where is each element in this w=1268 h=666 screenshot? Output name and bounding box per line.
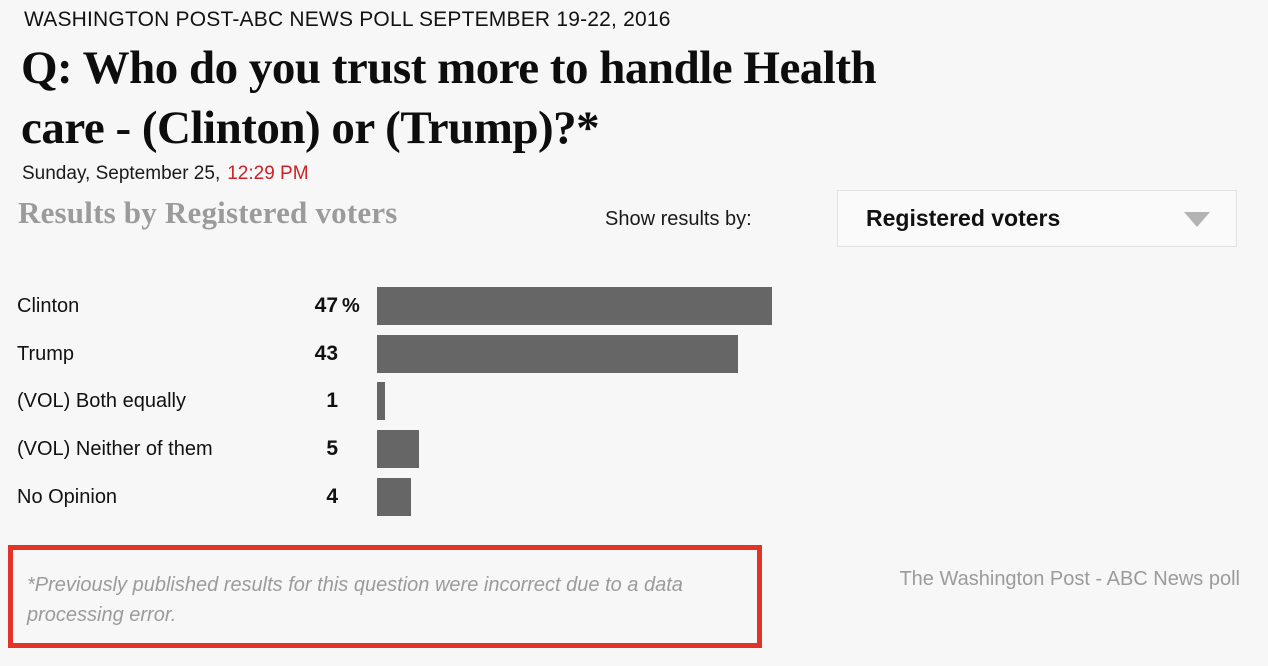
value-suffix	[338, 430, 362, 468]
chart-row: Trump 43	[17, 334, 1251, 373]
bar	[377, 382, 386, 421]
category-label: No Opinion	[17, 485, 118, 508]
question-line-2: care - (Clinton) or (Trump)?*	[21, 102, 600, 154]
value-suffix	[338, 335, 362, 373]
bar	[377, 430, 419, 469]
footnote-highlight-box: *Previously published results for this q…	[8, 545, 762, 648]
value-suffix	[338, 382, 362, 420]
results-heading: Results by Registered voters	[18, 195, 398, 230]
value-suffix: %	[342, 295, 360, 317]
chart-row: No Opinion 4	[17, 477, 1251, 516]
dateline-date: Sunday, September 25,	[22, 163, 221, 184]
chart-row: Clinton 47%	[17, 287, 1251, 325]
question-line-1: Q: Who do you trust more to handle Healt…	[21, 42, 877, 94]
value-label: 47	[314, 294, 338, 317]
dateline: Sunday, September 25, 12:29 PM	[22, 163, 309, 185]
value-label: 43	[314, 341, 338, 365]
filter-label: Show results by:	[605, 208, 752, 230]
chart-row: (VOL) Both equally 1	[17, 382, 1251, 421]
dropdown-selected-value: Registered voters	[866, 205, 1061, 231]
bar	[377, 477, 411, 516]
dateline-time: 12:29 PM	[227, 163, 309, 184]
bar	[377, 334, 739, 373]
category-label: (VOL) Both equally	[17, 390, 186, 413]
value-label: 5	[326, 437, 338, 461]
value-label: 1	[326, 389, 338, 413]
bar	[377, 287, 772, 325]
category-label: Trump	[17, 342, 75, 365]
category-label: (VOL) Neither of them	[17, 438, 213, 461]
chevron-down-icon	[1184, 212, 1210, 227]
voter-group-dropdown[interactable]: Registered voters	[837, 190, 1237, 247]
value-label: 4	[326, 484, 338, 508]
category-label: Clinton	[17, 295, 80, 317]
chart-row: (VOL) Neither of them 5	[17, 430, 1251, 469]
page-title: Q: Who do you trust more to handle Healt…	[21, 38, 877, 158]
bar-chart: Clinton 47% Trump 43 (VOL) Both equally 1 (VOL…	[17, 287, 1251, 525]
attribution: The Washington Post - ABC News poll	[899, 568, 1240, 590]
poll-kicker: WASHINGTON POST-ABC NEWS POLL SEPTEMBER …	[24, 8, 671, 31]
value-suffix	[338, 478, 362, 516]
footnote-text: *Previously published results for this q…	[27, 574, 683, 626]
